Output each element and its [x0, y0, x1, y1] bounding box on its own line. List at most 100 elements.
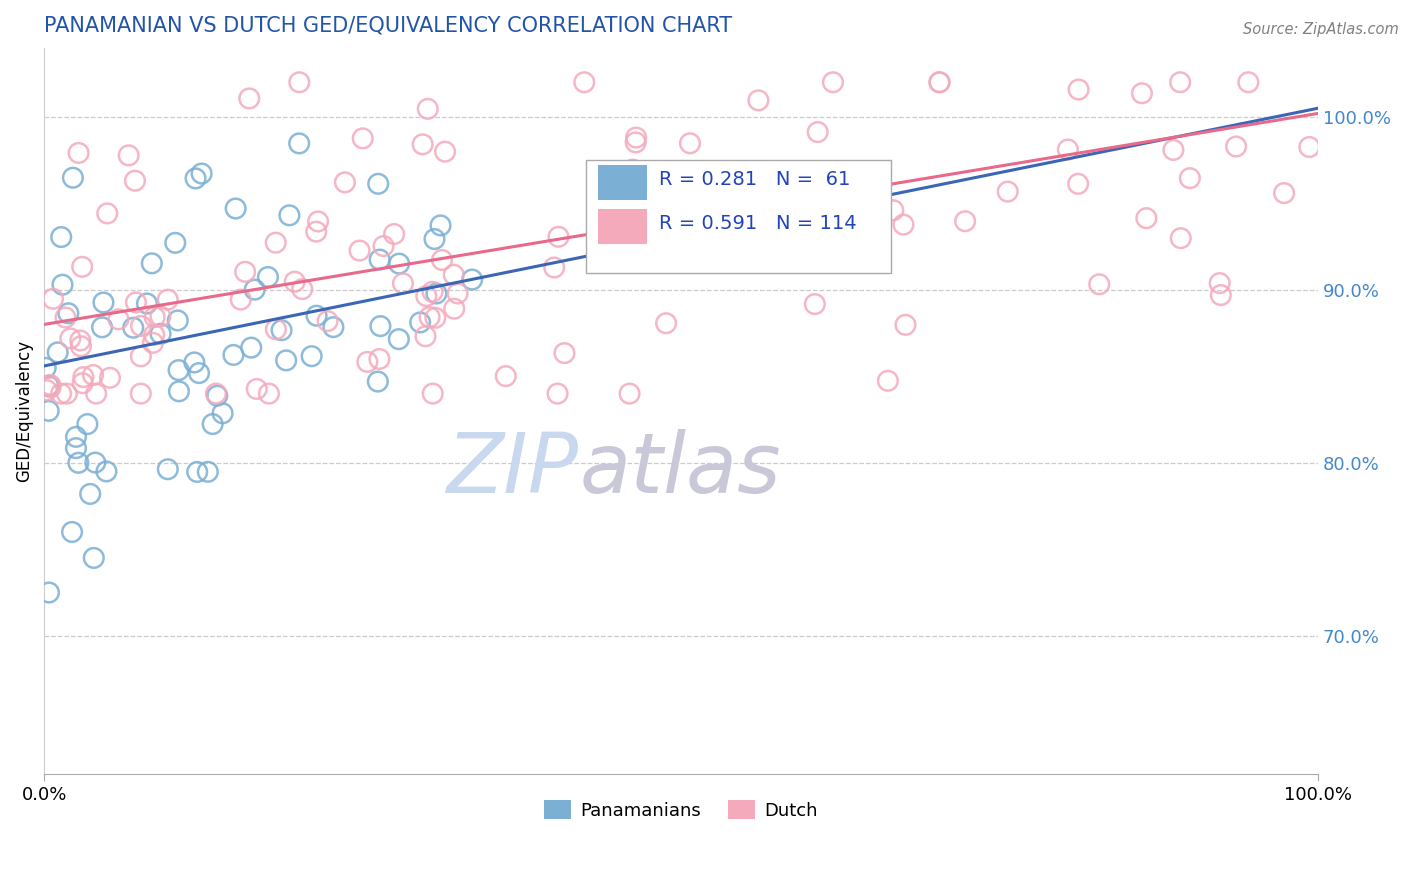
Point — [35, 360, 58, 375]
Point — [149, 326, 172, 341]
Point — [443, 301, 465, 316]
Point — [392, 277, 415, 291]
Point — [1168, 75, 1191, 89]
Point — [876, 374, 898, 388]
Point — [1057, 143, 1080, 157]
Point — [276, 353, 298, 368]
Point — [222, 348, 245, 362]
Point — [93, 295, 115, 310]
Point — [658, 224, 681, 238]
Point — [51, 277, 73, 292]
Text: R = 0.281   N =  61: R = 0.281 N = 61 — [659, 170, 851, 189]
Point — [156, 462, 179, 476]
Point — [51, 230, 73, 244]
Point — [167, 363, 190, 377]
Point — [307, 214, 329, 228]
Text: atlas: atlas — [579, 428, 780, 509]
Point — [1163, 143, 1185, 157]
Point — [928, 75, 950, 89]
Point — [1067, 177, 1090, 191]
Point — [67, 456, 90, 470]
Point — [547, 386, 569, 401]
Point — [434, 145, 457, 159]
Point — [446, 286, 468, 301]
FancyBboxPatch shape — [585, 161, 891, 273]
Point — [83, 550, 105, 565]
Point — [1130, 87, 1153, 101]
Point — [624, 136, 647, 150]
Point — [82, 368, 104, 382]
Point — [143, 327, 166, 342]
Point — [422, 285, 444, 299]
Point — [84, 386, 107, 401]
Point — [1135, 211, 1157, 226]
Point — [574, 75, 596, 89]
Point — [1298, 140, 1320, 154]
Point — [681, 201, 703, 215]
Point — [894, 318, 917, 332]
Point — [65, 441, 87, 455]
Point — [278, 208, 301, 222]
Point — [190, 167, 212, 181]
Point — [1170, 231, 1192, 245]
Point — [349, 244, 371, 258]
Point — [928, 75, 950, 89]
Point — [39, 380, 62, 394]
Point — [382, 227, 405, 241]
Point — [1088, 277, 1111, 292]
Text: R = 0.591   N = 114: R = 0.591 N = 114 — [659, 214, 858, 233]
Point — [156, 293, 179, 307]
Point — [143, 310, 166, 325]
Point — [1225, 139, 1247, 153]
Point — [721, 251, 744, 265]
Point — [125, 295, 148, 310]
Point — [205, 386, 228, 401]
Point — [425, 286, 447, 301]
Point — [553, 346, 575, 360]
Point — [288, 136, 311, 151]
Point — [322, 320, 344, 334]
Point — [56, 386, 79, 401]
Point — [747, 93, 769, 107]
Point — [42, 292, 65, 306]
Point — [96, 206, 118, 220]
Point — [72, 370, 94, 384]
Point — [422, 386, 444, 401]
Point — [288, 75, 311, 89]
Point — [35, 384, 58, 398]
Y-axis label: GED/Equivalency: GED/Equivalency — [15, 340, 32, 482]
Point — [207, 389, 229, 403]
Point — [368, 252, 391, 267]
Point — [59, 331, 82, 345]
Point — [997, 185, 1019, 199]
Point — [443, 268, 465, 282]
Legend: Panamanians, Dutch: Panamanians, Dutch — [537, 793, 825, 827]
Point — [39, 378, 62, 392]
Point — [953, 214, 976, 228]
Point — [201, 417, 224, 431]
Point — [183, 355, 205, 369]
Point — [129, 318, 152, 333]
Point — [543, 260, 565, 275]
Point — [229, 293, 252, 307]
Point — [69, 334, 91, 348]
Point — [62, 170, 84, 185]
Point — [72, 376, 94, 391]
Point — [412, 137, 434, 152]
Point — [270, 323, 292, 337]
Point — [804, 297, 827, 311]
Point — [409, 316, 432, 330]
Point — [142, 335, 165, 350]
Point — [619, 386, 641, 401]
Point — [679, 136, 702, 151]
Point — [70, 260, 93, 274]
Point — [67, 145, 90, 160]
Point — [352, 131, 374, 145]
Point — [96, 465, 118, 479]
Point — [761, 227, 783, 242]
Point — [107, 312, 129, 326]
Point — [58, 306, 80, 320]
Point — [118, 148, 141, 162]
Point — [225, 202, 247, 216]
Point — [368, 351, 391, 366]
